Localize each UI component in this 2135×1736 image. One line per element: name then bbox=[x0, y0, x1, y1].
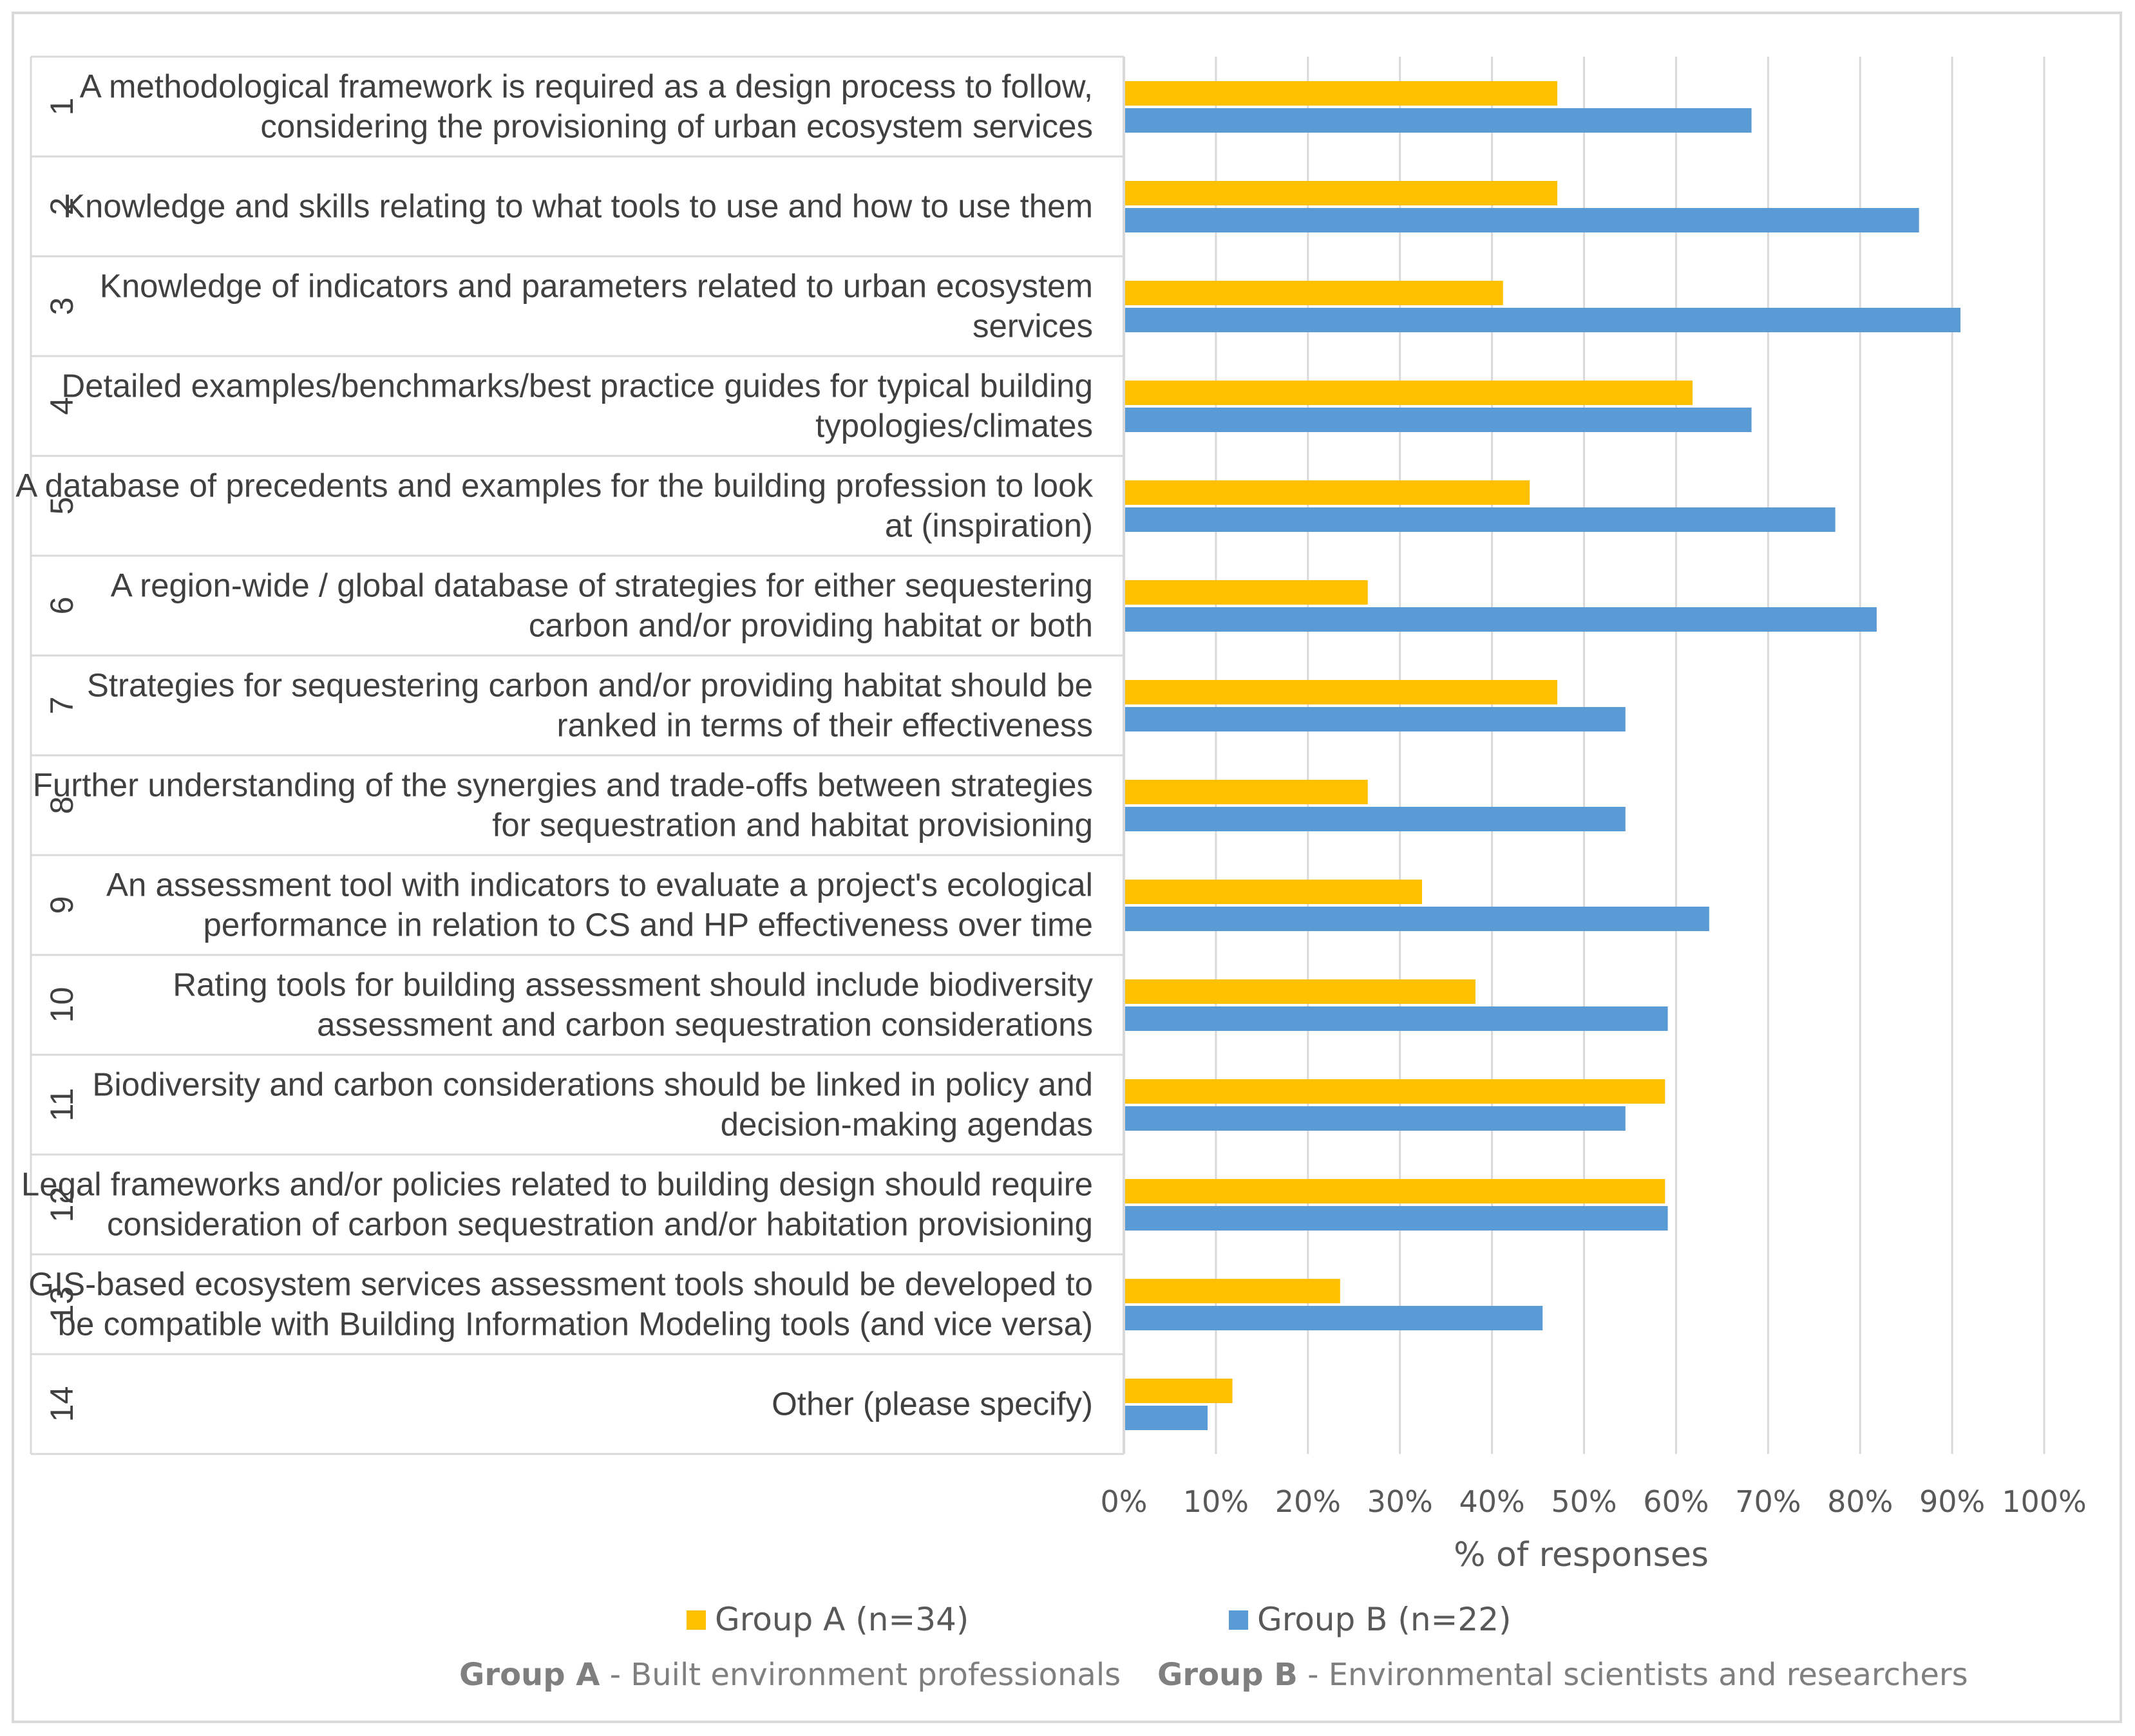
row-label-line: carbon and/or providing habitat or both bbox=[529, 607, 1093, 644]
bar-group-b bbox=[1125, 208, 1919, 232]
bar-group-a bbox=[1125, 979, 1476, 1004]
row-label-line: Biodiversity and carbon considerations s… bbox=[92, 1066, 1093, 1103]
x-tick-label: 100% bbox=[2002, 1484, 2087, 1519]
footnote-group-b: Group B - Environmental scientists and r… bbox=[1157, 1657, 1968, 1693]
bar-group-b bbox=[1125, 907, 1709, 931]
bar-group-a bbox=[1125, 680, 1558, 704]
bar-group-b bbox=[1125, 1206, 1668, 1231]
bar-group-a bbox=[1125, 880, 1422, 904]
bar-group-b bbox=[1125, 507, 1836, 532]
row-number: 9 bbox=[44, 896, 80, 914]
bar-group-a bbox=[1125, 281, 1503, 305]
row-label-line: performance in relation to CS and HP eff… bbox=[204, 907, 1093, 943]
row-number: 8 bbox=[44, 797, 80, 815]
row-label-line: services bbox=[973, 308, 1093, 344]
row-number: 12 bbox=[44, 1187, 80, 1223]
bar-group-a bbox=[1125, 780, 1368, 804]
row-label-line: A database of precedents and examples fo… bbox=[15, 467, 1093, 504]
row-number: 7 bbox=[44, 697, 80, 715]
x-tick-label: 20% bbox=[1275, 1484, 1341, 1519]
row-label-line: Other (please specify) bbox=[772, 1386, 1093, 1422]
bar-group-a bbox=[1125, 1279, 1340, 1303]
row-number: 1 bbox=[44, 98, 80, 116]
bar-group-a bbox=[1125, 1079, 1665, 1104]
row-label-line: An assessment tool with indicators to ev… bbox=[106, 867, 1093, 903]
row-label-line: Knowledge and skills relating to what to… bbox=[63, 188, 1093, 225]
x-tick-label: 90% bbox=[1919, 1484, 1985, 1519]
x-tick-label: 50% bbox=[1551, 1484, 1617, 1519]
row-number: 14 bbox=[44, 1386, 80, 1422]
row-label-line: A region-wide / global database of strat… bbox=[111, 567, 1093, 604]
x-axis-ticks: 0% 10% 20% 30% 40% 50% 60% 70% 80% 90% 100% bbox=[1101, 1484, 2087, 1519]
bar-group-b bbox=[1125, 1306, 1543, 1330]
bar-group-b bbox=[1125, 607, 1877, 632]
bar-group-b bbox=[1125, 807, 1626, 831]
row-label-line: Detailed examples/benchmarks/best practi… bbox=[61, 368, 1093, 404]
legend: Group A (n=34) Group B (n=22) bbox=[687, 1601, 1512, 1638]
x-tick-label: 10% bbox=[1183, 1484, 1249, 1519]
bar-group-b bbox=[1125, 308, 1960, 332]
bar-group-a bbox=[1125, 81, 1558, 106]
bar-group-a bbox=[1125, 1179, 1665, 1203]
row-label-line: for sequestration and habitat provisioni… bbox=[492, 807, 1093, 844]
bar-group-a bbox=[1125, 381, 1693, 405]
row-label-line: Knowledge of indicators and parameters r… bbox=[100, 268, 1093, 305]
bar-group-a bbox=[1125, 181, 1558, 205]
row-number: 4 bbox=[44, 397, 80, 415]
gridlines bbox=[1123, 57, 2045, 1454]
bar-group-b bbox=[1125, 707, 1626, 731]
legend-label-group-b: Group B (n=22) bbox=[1257, 1601, 1512, 1638]
row-label-line: Rating tools for building assessment sho… bbox=[173, 967, 1093, 1003]
footnote-group-a: Group A - Built environment professional… bbox=[459, 1657, 1121, 1693]
footnote-group-a-desc: - Built environment professionals bbox=[600, 1657, 1121, 1693]
bar-group-a bbox=[1125, 580, 1368, 605]
x-tick-label: 40% bbox=[1459, 1484, 1524, 1519]
row-label-line: at (inspiration) bbox=[885, 507, 1093, 544]
x-tick-label: 70% bbox=[1735, 1484, 1801, 1519]
row-label-line: be compatible with Building Information … bbox=[58, 1306, 1093, 1343]
row-label-line: typologies/climates bbox=[815, 408, 1093, 444]
row-number: 5 bbox=[44, 497, 80, 515]
row-label-line: Strategies for sequestering carbon and/o… bbox=[87, 667, 1093, 704]
x-axis-title: % of responses bbox=[1454, 1536, 1709, 1574]
footnotes: Group A - Built environment professional… bbox=[459, 1657, 1968, 1693]
row-number: 2 bbox=[44, 198, 80, 216]
row-label-line: ranked in terms of their effectiveness bbox=[557, 707, 1093, 744]
chart-frame bbox=[12, 12, 2122, 1723]
footnote-group-a-name: Group A bbox=[459, 1657, 600, 1693]
x-tick-label: 80% bbox=[1827, 1484, 1893, 1519]
bar-group-a bbox=[1125, 1379, 1233, 1403]
bars bbox=[1125, 81, 1960, 1430]
row-label-line: consideration of carbon sequestration an… bbox=[107, 1206, 1093, 1243]
row-number: 13 bbox=[44, 1287, 80, 1323]
bar-group-b bbox=[1125, 108, 1752, 133]
row-number: 3 bbox=[44, 297, 80, 316]
row-number: 6 bbox=[44, 597, 80, 615]
legend-swatch-group-a bbox=[687, 1610, 706, 1630]
row-label-line: Further understanding of the synergies a… bbox=[33, 767, 1093, 804]
row-number: 10 bbox=[44, 987, 80, 1023]
bar-group-b bbox=[1125, 1406, 1208, 1430]
row-number: 11 bbox=[44, 1088, 80, 1122]
bar-group-b bbox=[1125, 1006, 1668, 1031]
row-label-line: GIS-based ecosystem services assessment … bbox=[28, 1266, 1093, 1303]
footnote-group-b-name: Group B bbox=[1157, 1657, 1298, 1693]
legend-swatch-group-b bbox=[1229, 1610, 1248, 1630]
bar-group-b bbox=[1125, 1106, 1626, 1131]
x-tick-label: 30% bbox=[1367, 1484, 1433, 1519]
row-label-line: Legal frameworks and/or policies related… bbox=[21, 1166, 1093, 1203]
footnote-group-b-desc: - Environmental scientists and researche… bbox=[1298, 1657, 1968, 1693]
x-tick-label: 0% bbox=[1101, 1484, 1148, 1519]
x-tick-label: 60% bbox=[1643, 1484, 1709, 1519]
row-label-line: assessment and carbon sequestration cons… bbox=[317, 1006, 1093, 1043]
legend-label-group-a: Group A (n=34) bbox=[715, 1601, 969, 1638]
row-label-line: decision-making agendas bbox=[721, 1106, 1093, 1143]
bar-group-a bbox=[1125, 480, 1530, 505]
row-label-line: considering the provisioning of urban ec… bbox=[260, 108, 1093, 145]
category-table: 1A methodological framework is required … bbox=[15, 55, 1125, 1455]
row-label-line: A methodological framework is required a… bbox=[80, 68, 1093, 105]
bar-group-b bbox=[1125, 408, 1752, 432]
